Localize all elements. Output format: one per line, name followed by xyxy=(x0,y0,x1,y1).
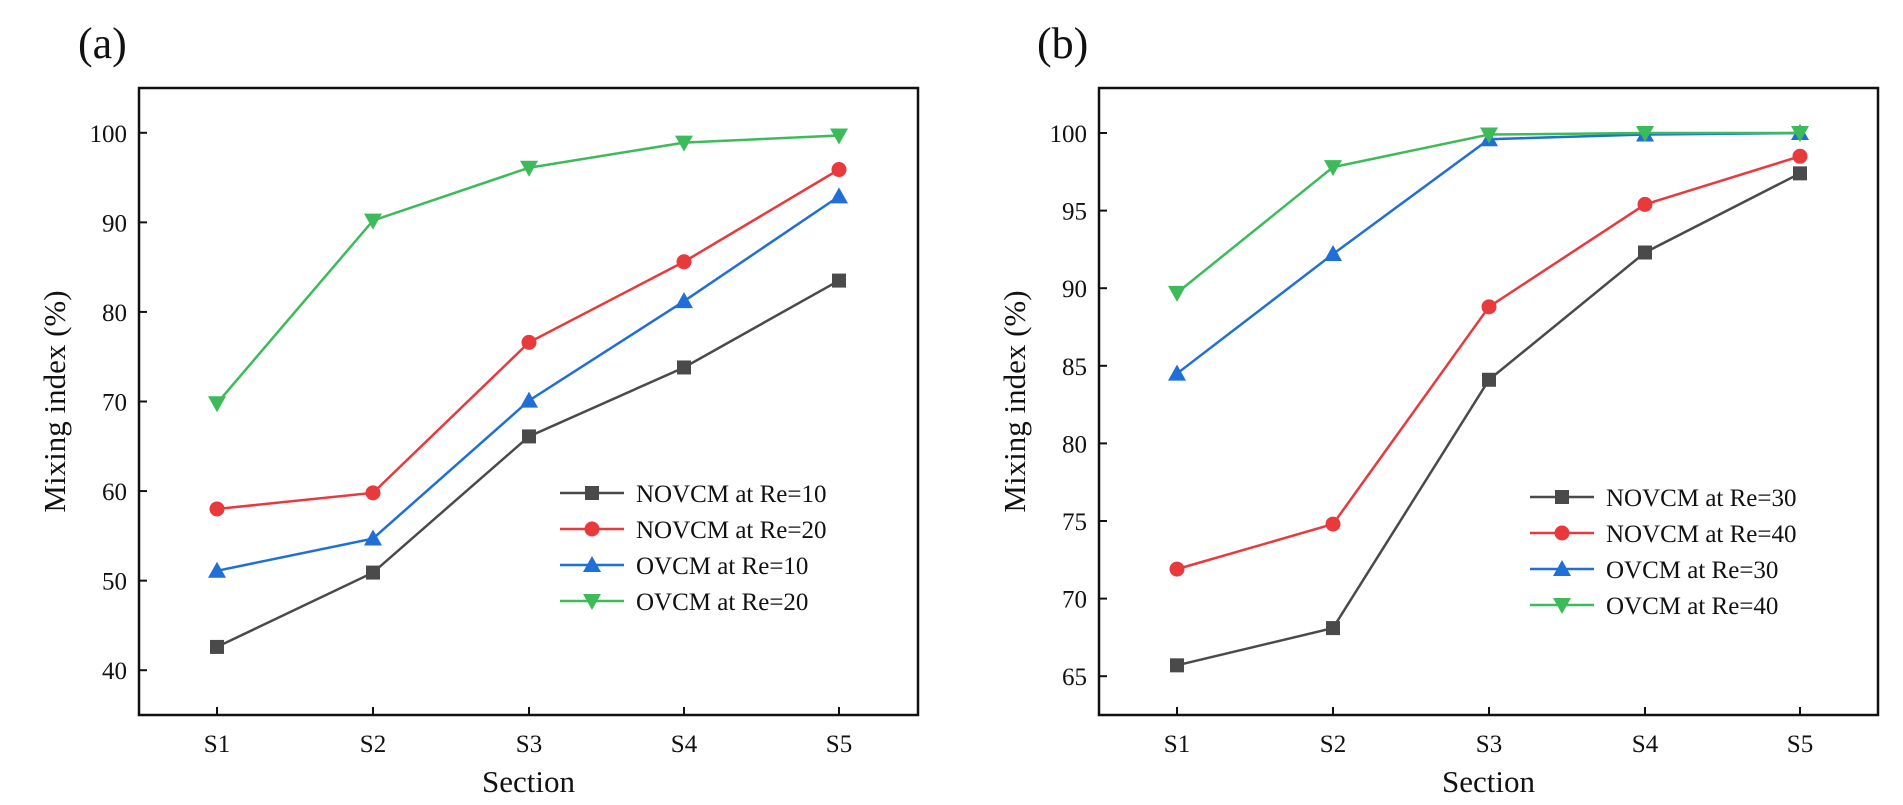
y-tick-label: 90 xyxy=(102,210,127,237)
legend-marker xyxy=(583,594,601,610)
data-point xyxy=(1637,196,1653,212)
plot-frame xyxy=(1097,86,1880,717)
data-point xyxy=(1793,166,1807,181)
data-point xyxy=(520,391,538,408)
x-axis-label: Section xyxy=(482,764,575,799)
data-point xyxy=(521,334,537,350)
y-tick-label: 70 xyxy=(1062,587,1087,614)
x-tick-label: S1 xyxy=(204,731,230,758)
legend-label: NOVCM at Re=40 xyxy=(1606,521,1796,548)
y-tick-label: 80 xyxy=(102,300,127,327)
data-point xyxy=(365,485,381,501)
y-tick-label: 80 xyxy=(1062,431,1087,458)
y-tick-label: 50 xyxy=(102,569,127,596)
legend-marker xyxy=(1555,490,1569,504)
y-tick-label: 95 xyxy=(1062,199,1087,226)
y-tick-label: 65 xyxy=(1062,664,1087,691)
data-point xyxy=(1170,658,1184,673)
legend: NOVCM at Re=10 NOVCM at Re=20 OVCM at Re=1… xyxy=(560,481,826,616)
data-point xyxy=(209,501,225,517)
series-line xyxy=(1176,131,1800,294)
legend-marker xyxy=(583,556,601,572)
x-tick-label: S3 xyxy=(1476,731,1502,758)
data-point xyxy=(210,639,224,654)
legend-label: OVCM at Re=30 xyxy=(1606,557,1778,584)
data-point xyxy=(1169,561,1185,577)
y-tick-label: 60 xyxy=(102,479,127,506)
legend-label: OVCM at Re=40 xyxy=(1606,593,1778,620)
data-point xyxy=(208,561,226,578)
y-axis-label: Mixing index (%) xyxy=(37,290,72,512)
y-tick-label: 70 xyxy=(102,390,127,417)
panel-b: (b) 65 70 75 80 85 90 95 100 S1 S2 S3 S4 S5 Section Mix… xyxy=(997,19,1880,799)
x-tick-label: S3 xyxy=(516,731,542,758)
data-point xyxy=(675,135,693,152)
panel-label: (b) xyxy=(1037,19,1088,68)
data-point xyxy=(1168,364,1186,381)
series-line xyxy=(1176,172,1801,667)
y-tick-label: 75 xyxy=(1062,509,1087,536)
legend-label: NOVCM at Re=20 xyxy=(636,517,826,544)
data-point xyxy=(830,128,848,145)
series-line xyxy=(216,134,840,405)
data-point xyxy=(520,160,538,177)
data-point xyxy=(832,273,846,288)
x-axis-label: Section xyxy=(1442,764,1535,799)
legend: NOVCM at Re=30 NOVCM at Re=40 OVCM at Re=3… xyxy=(1530,485,1796,620)
legend-marker xyxy=(1554,525,1570,541)
x-tick-label: S5 xyxy=(826,731,852,758)
y-tick-label: 40 xyxy=(102,658,127,685)
data-point xyxy=(366,565,380,580)
legend-label: NOVCM at Re=30 xyxy=(1606,485,1796,512)
data-point xyxy=(1791,126,1809,143)
x-tick-label: S5 xyxy=(1787,731,1813,758)
y-tick-label: 85 xyxy=(1062,354,1087,381)
y-tick-label: 90 xyxy=(1062,276,1087,303)
legend-marker xyxy=(585,486,599,500)
data-point xyxy=(1324,160,1342,177)
data-point xyxy=(676,254,692,270)
data-point xyxy=(830,187,848,204)
series-line xyxy=(1176,131,1801,375)
data-point xyxy=(831,162,847,178)
x-tick-label: S2 xyxy=(360,731,386,758)
data-point xyxy=(1636,126,1654,143)
y-axis-label: Mixing index (%) xyxy=(997,290,1032,512)
data-point xyxy=(1168,285,1186,302)
data-point xyxy=(1792,148,1808,164)
data-point xyxy=(364,529,382,546)
data-point xyxy=(1325,516,1341,532)
data-point xyxy=(1324,245,1342,262)
y-tick-label: 100 xyxy=(1050,121,1088,148)
x-tick-label: S4 xyxy=(671,731,698,758)
data-point xyxy=(675,292,693,309)
data-point xyxy=(1482,372,1496,387)
legend-label: NOVCM at Re=10 xyxy=(636,481,826,508)
data-point xyxy=(1481,299,1497,315)
legend-marker xyxy=(1553,560,1571,576)
data-point xyxy=(1638,245,1652,260)
legend-label: OVCM at Re=20 xyxy=(636,589,808,616)
x-tick-label: S1 xyxy=(1164,731,1190,758)
y-tick-label: 100 xyxy=(90,121,128,148)
data-point xyxy=(1480,127,1498,144)
data-point xyxy=(364,213,382,230)
panel-a: (a) 40 50 60 70 80 90 100 S1 S2 S3 S4 S5 Section Mixin… xyxy=(37,19,920,799)
data-point xyxy=(208,396,226,413)
legend-marker xyxy=(1553,598,1571,614)
x-tick-label: S4 xyxy=(1632,731,1659,758)
data-point xyxy=(677,360,691,375)
panel-label: (a) xyxy=(78,19,127,68)
series-line xyxy=(216,195,840,573)
data-point xyxy=(522,429,536,444)
x-tick-label: S2 xyxy=(1320,731,1346,758)
data-point xyxy=(1326,621,1340,636)
legend-marker xyxy=(584,521,600,537)
legend-label: OVCM at Re=10 xyxy=(636,553,808,580)
